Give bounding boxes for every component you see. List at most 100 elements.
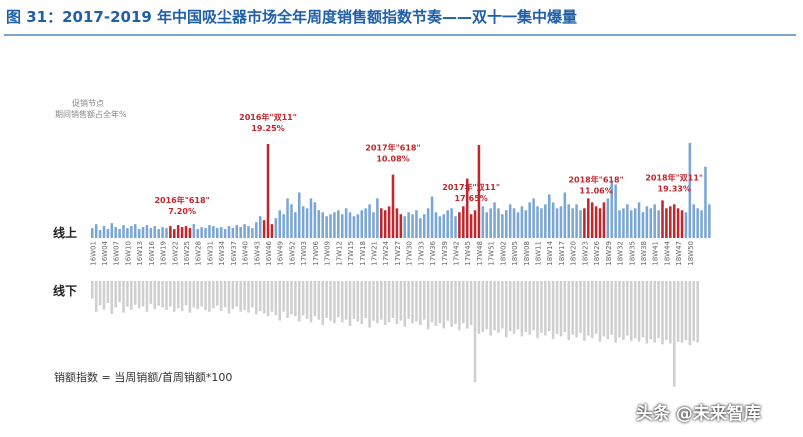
offline-bar-week-103 (489, 281, 492, 336)
online-bar-week-79 (395, 208, 399, 238)
offline-bar-week-110 (516, 281, 520, 330)
online-bar-week-91 (442, 214, 446, 238)
offline-bar-week-82 (407, 281, 410, 319)
offline-bar-week-147 (661, 281, 664, 345)
online-bar-week-7 (114, 227, 117, 238)
annotation-2-share: 19.25% (251, 124, 284, 133)
footnote: 销额指数 = 当周销额/首周销额*100 (54, 371, 233, 384)
online-bar-week-128 (587, 198, 590, 238)
online-bar-week-54 (298, 192, 301, 238)
offline-bar-week-75 (380, 281, 383, 320)
offline-bar-week-8 (118, 281, 121, 303)
online-bar-week-77 (387, 206, 391, 238)
tick-label-17W45: 17W45 (464, 241, 472, 266)
offline-bar-week-24 (180, 281, 184, 311)
offline-bar-week-88 (430, 281, 434, 323)
offline-bar-week-132 (602, 281, 606, 337)
online-bar-week-152 (680, 210, 684, 238)
offline-bar-week-25 (184, 281, 188, 306)
tick-label-17W06: 17W06 (312, 240, 320, 265)
offline-bar-week-59 (317, 281, 321, 320)
offline-bar-week-140 (633, 281, 637, 339)
offline-bar-week-21 (169, 281, 172, 307)
online-bar-week-114 (532, 198, 535, 238)
online-bar-week-97 (465, 178, 469, 238)
tick-label-17W51: 17W51 (488, 241, 496, 266)
online-bar-week-20 (165, 228, 168, 238)
online-bar-week-34 (219, 227, 223, 238)
tick-label-18W44: 18W44 (663, 240, 671, 265)
online-bar-week-41 (247, 226, 250, 238)
tick-label-17W03: 17W03 (300, 241, 308, 266)
offline-bar-week-119 (551, 281, 555, 340)
offline-bar-week-18 (157, 281, 160, 306)
offline-bar-week-54 (298, 281, 301, 322)
online-bar-week-55 (301, 206, 305, 238)
online-bar-week-31 (208, 225, 211, 238)
online-bar-week-150 (672, 204, 676, 238)
offline-bar-week-125 (575, 281, 578, 338)
online-bar-week-38 (235, 225, 239, 238)
offline-bar-week-124 (571, 281, 574, 335)
online-bar-week-80 (399, 214, 403, 238)
tick-label-17W09: 17W09 (324, 241, 332, 266)
offline-bar-week-131 (598, 281, 602, 342)
offline-series (91, 281, 699, 387)
offline-bar-week-26 (188, 281, 192, 313)
online-bar-week-65 (340, 214, 344, 238)
annotation-3-share: 10.08% (376, 155, 409, 164)
offline-bar-week-73 (372, 281, 375, 321)
online-bar-week-26 (188, 228, 192, 238)
offline-bar-week-142 (641, 281, 645, 338)
online-bar-week-111 (520, 206, 524, 238)
online-bar-week-89 (434, 212, 438, 238)
tick-label-18W08: 18W08 (523, 241, 531, 266)
online-bar-week-44 (258, 216, 262, 238)
offline-bar-week-28 (196, 281, 199, 310)
tick-label-18W17: 18W17 (558, 241, 566, 266)
offline-bar-week-66 (344, 281, 348, 320)
tick-label-18W38: 18W38 (640, 241, 648, 266)
online-bar-week-82 (407, 212, 410, 238)
offline-bar-week-67 (348, 281, 352, 326)
offline-bar-week-106 (501, 281, 504, 329)
offline-bar-week-1 (91, 281, 94, 299)
offline-bar-week-127 (583, 281, 586, 341)
tick-label-18W23: 18W23 (581, 241, 589, 266)
online-bar-week-56 (305, 208, 309, 238)
online-bar-week-63 (333, 212, 336, 238)
offline-bar-week-128 (587, 281, 590, 336)
online-bar-week-22 (173, 229, 176, 238)
offline-bar-week-22 (173, 281, 176, 312)
online-bar-week-157 (700, 210, 703, 238)
row-label-offline: 线下 (53, 283, 77, 298)
tick-label-16W28: 16W28 (195, 241, 203, 266)
offline-bar-week-80 (399, 281, 403, 321)
online-bar-week-131 (598, 208, 602, 238)
offline-bar-week-39 (239, 281, 242, 312)
offline-bar-week-146 (657, 281, 660, 339)
online-bar-week-124 (571, 208, 574, 238)
offline-bar-week-50 (282, 281, 285, 312)
offline-bar-week-136 (618, 281, 621, 338)
offline-bar-week-86 (422, 281, 426, 320)
online-bar-week-27 (192, 224, 196, 238)
offline-bar-week-43 (255, 281, 258, 315)
offline-bar-week-44 (258, 281, 262, 311)
online-bar-week-29 (200, 227, 203, 238)
offline-bar-week-107 (505, 281, 508, 338)
offline-bar-week-95 (458, 281, 461, 331)
online-bar-week-43 (255, 222, 258, 238)
online-bar-week-123 (567, 204, 571, 238)
online-bar-week-104 (493, 202, 496, 238)
online-bar-week-81 (403, 216, 406, 238)
offline-bar-week-137 (622, 281, 625, 340)
offline-bar-week-83 (411, 281, 414, 324)
online-bar-week-140 (633, 208, 637, 238)
tick-label-18W05: 18W05 (511, 241, 519, 266)
tick-label-16W16: 16W16 (148, 240, 156, 265)
online-bar-week-1 (91, 228, 94, 238)
offline-bar-week-115 (536, 281, 539, 339)
online-bar-week-52 (290, 204, 293, 238)
annotation-5-label: 2018年"618" (568, 174, 623, 184)
